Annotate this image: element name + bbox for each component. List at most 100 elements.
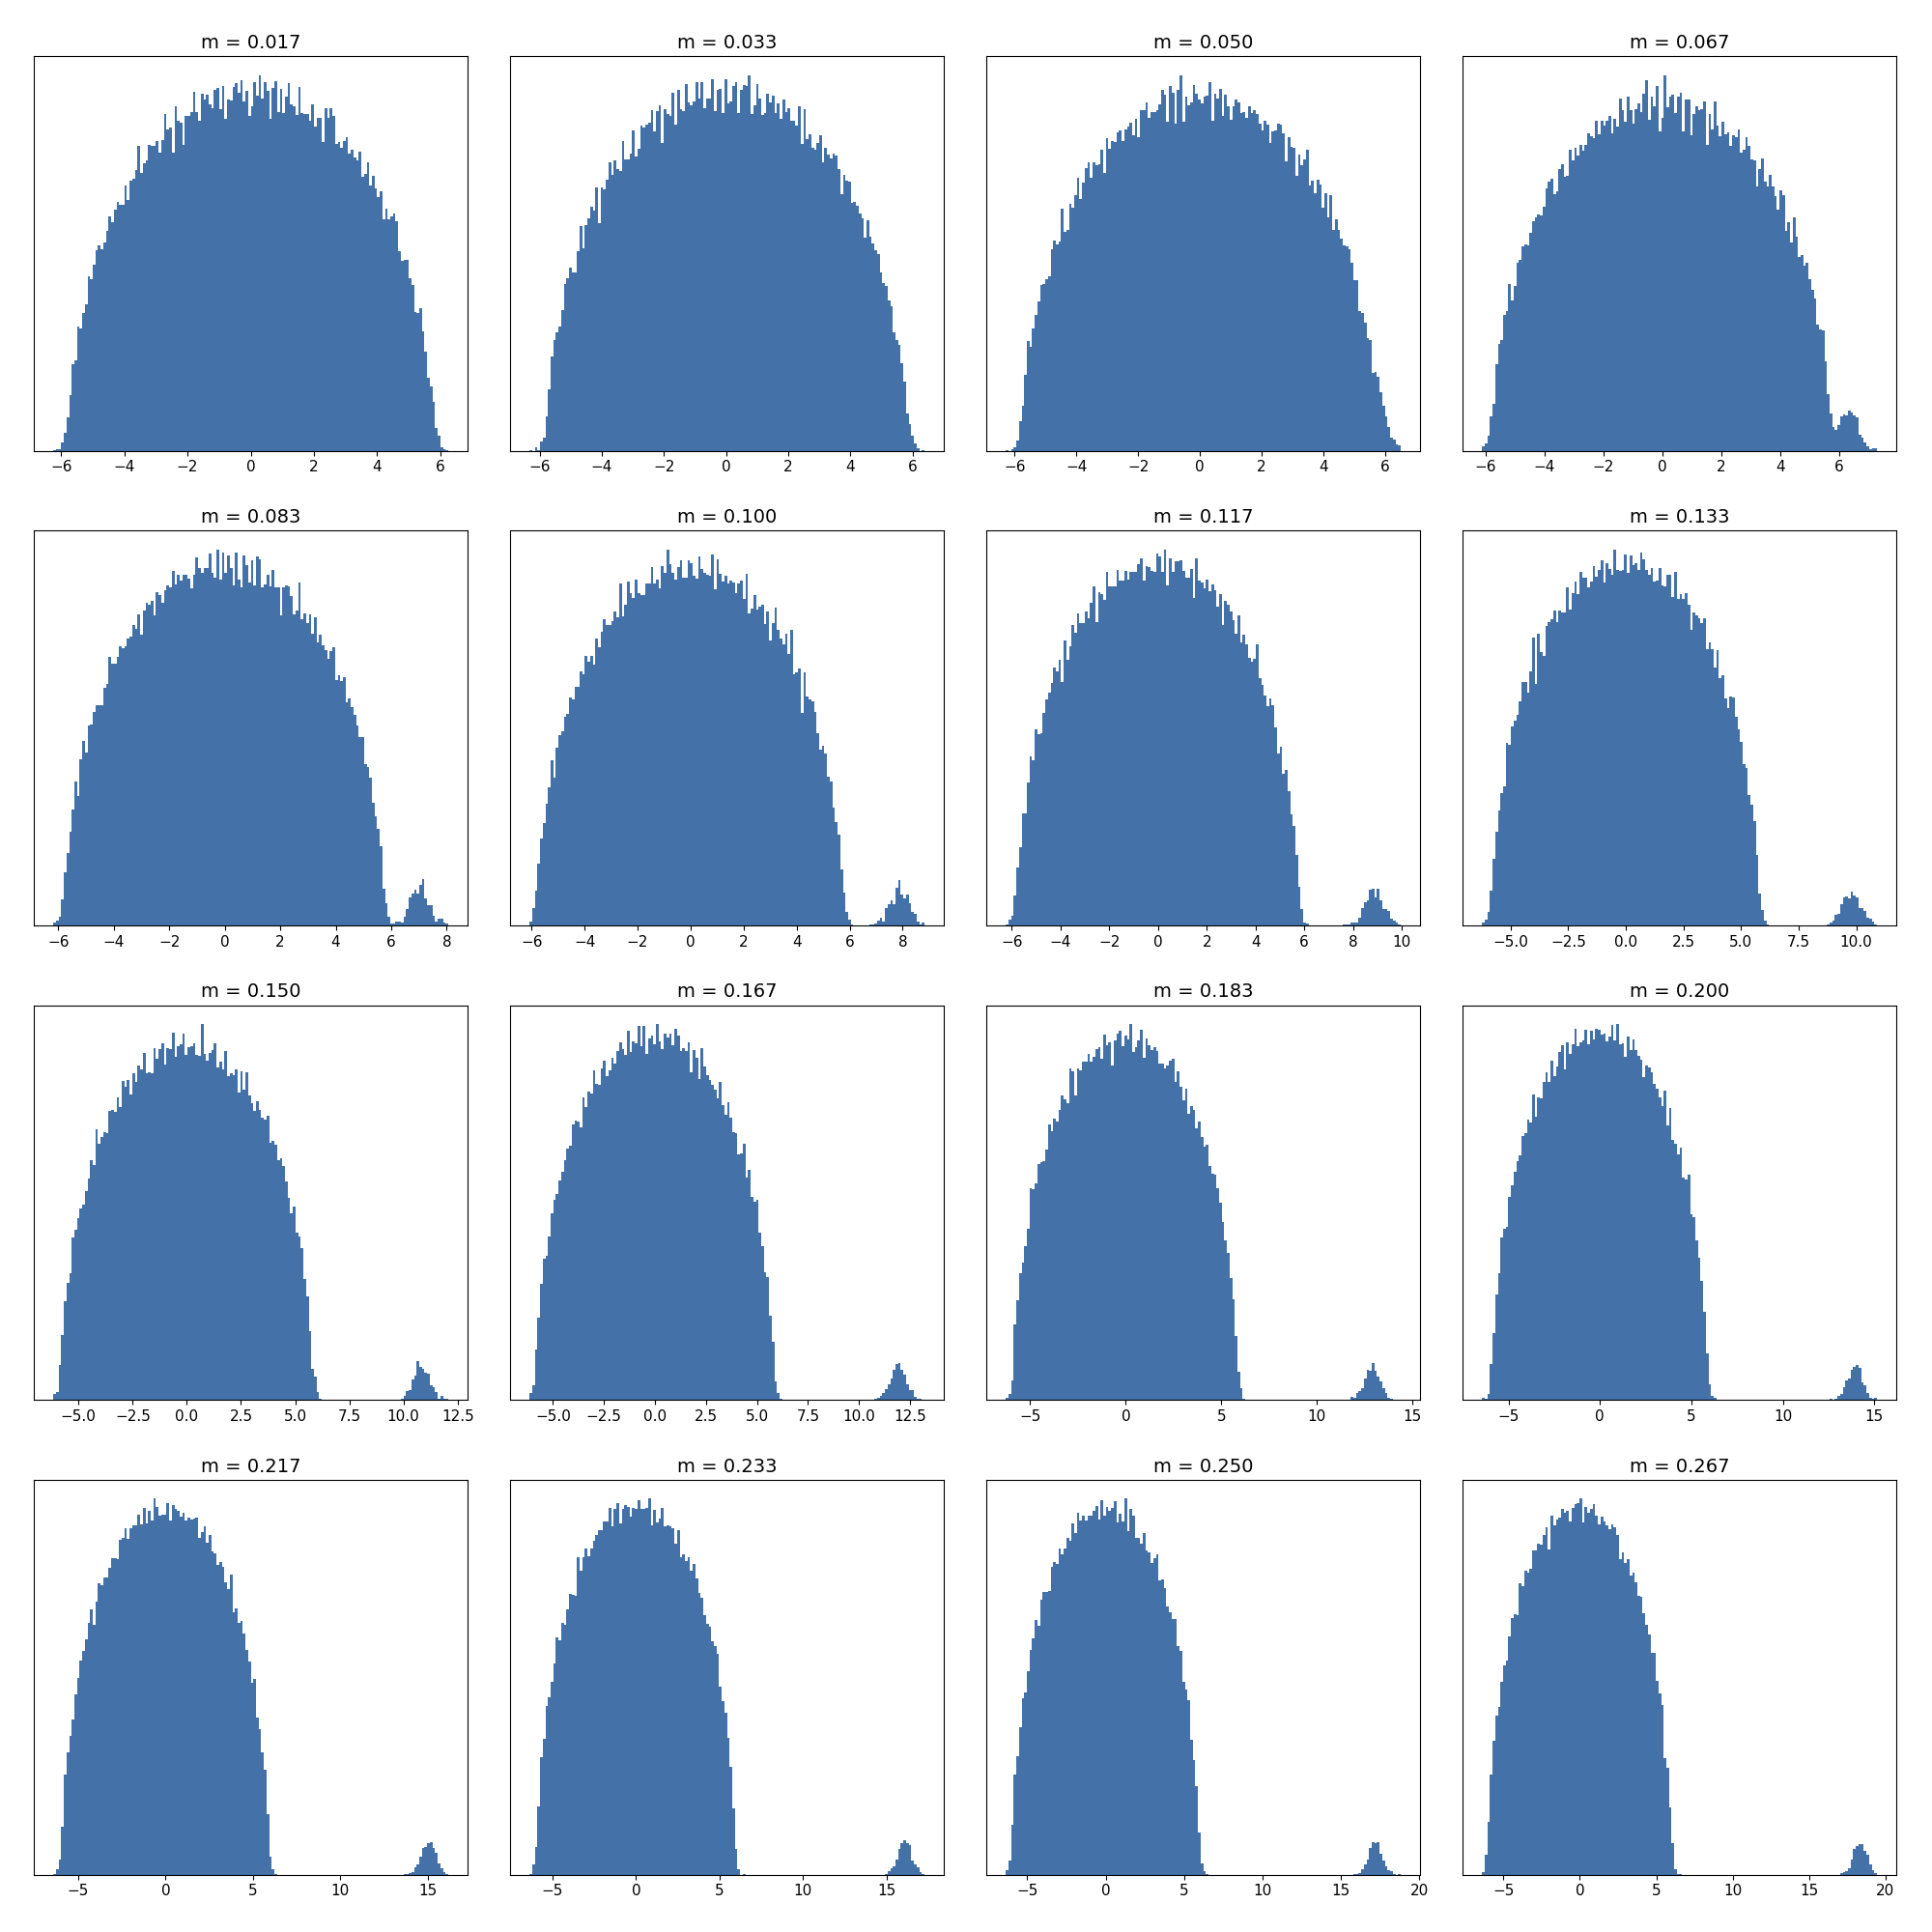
Bar <box>647 1039 651 1401</box>
Bar <box>1381 1389 1385 1401</box>
Title: m = 0.050: m = 0.050 <box>1153 33 1254 52</box>
Bar <box>784 112 788 450</box>
Bar <box>158 153 160 450</box>
Bar <box>1864 1385 1866 1401</box>
Bar <box>667 114 668 450</box>
Bar <box>599 647 601 925</box>
Bar <box>1240 114 1242 450</box>
Title: m = 0.117: m = 0.117 <box>1153 508 1254 527</box>
Bar <box>1378 1376 1379 1401</box>
Bar <box>1719 135 1721 450</box>
Bar <box>201 1532 203 1874</box>
Bar <box>1124 129 1126 450</box>
Bar <box>1511 726 1513 925</box>
Bar <box>811 147 813 450</box>
Bar <box>1872 922 1874 925</box>
Bar <box>1171 572 1175 925</box>
Bar <box>1090 1515 1094 1874</box>
Bar <box>178 1511 180 1874</box>
Bar <box>425 898 427 925</box>
Bar <box>632 1509 636 1874</box>
Bar <box>1493 860 1495 925</box>
Bar <box>589 1548 593 1874</box>
Bar <box>1153 112 1155 450</box>
Bar <box>1111 1507 1113 1874</box>
Bar <box>1735 137 1737 450</box>
Bar <box>1047 276 1051 450</box>
Bar <box>1138 564 1140 925</box>
Bar <box>1866 1855 1868 1874</box>
Bar <box>748 1169 752 1401</box>
Bar <box>1868 1397 1872 1401</box>
Bar <box>182 1034 185 1401</box>
Bar <box>193 93 195 450</box>
Bar <box>1122 1522 1124 1874</box>
Bar <box>141 172 143 450</box>
Bar <box>1625 1563 1627 1874</box>
Bar <box>114 1111 116 1401</box>
Bar <box>1634 1582 1638 1874</box>
Bar <box>435 922 439 925</box>
Bar <box>1026 342 1030 450</box>
Bar <box>267 574 269 925</box>
Bar <box>1577 593 1580 925</box>
Bar <box>1505 1227 1509 1401</box>
Bar <box>1391 918 1393 925</box>
Bar <box>643 1026 645 1401</box>
Bar <box>616 1051 618 1401</box>
Bar <box>1094 1511 1095 1874</box>
Bar <box>1723 133 1727 450</box>
Bar <box>116 1559 120 1874</box>
Bar <box>1269 143 1271 450</box>
Bar <box>580 1571 582 1874</box>
Bar <box>1714 100 1716 450</box>
Bar <box>251 1103 253 1401</box>
Bar <box>1563 178 1567 450</box>
Bar <box>593 1070 595 1401</box>
Bar <box>1275 726 1277 925</box>
Bar <box>585 1548 587 1874</box>
Bar <box>1604 126 1605 450</box>
Bar <box>1501 1238 1503 1401</box>
Bar <box>1163 1068 1167 1401</box>
Bar <box>645 1507 647 1874</box>
Bar <box>603 620 607 925</box>
Bar <box>305 1296 309 1401</box>
Bar <box>1151 570 1153 925</box>
Bar <box>566 278 570 450</box>
Bar <box>549 786 551 925</box>
Bar <box>1548 622 1551 925</box>
Bar <box>1184 1090 1188 1401</box>
Bar <box>85 753 87 925</box>
Bar <box>726 583 730 925</box>
Bar <box>180 122 182 450</box>
Bar <box>189 589 193 925</box>
Bar <box>908 423 912 450</box>
Bar <box>1264 122 1267 450</box>
Bar <box>131 1074 135 1401</box>
Bar <box>1177 91 1180 450</box>
Bar <box>829 782 833 925</box>
Bar <box>1822 330 1824 450</box>
Bar <box>1845 896 1849 925</box>
Bar <box>1190 1107 1192 1401</box>
Bar <box>1866 1393 1868 1401</box>
Bar <box>819 750 821 925</box>
Bar <box>1694 1240 1698 1401</box>
Bar <box>1126 126 1130 450</box>
Bar <box>375 815 377 925</box>
Bar <box>1291 813 1293 925</box>
Bar <box>912 1861 914 1874</box>
Bar <box>56 1393 58 1401</box>
Bar <box>1378 377 1379 450</box>
Bar <box>1613 1528 1617 1874</box>
Bar <box>755 611 759 925</box>
Bar <box>734 81 738 450</box>
Bar <box>433 402 435 450</box>
Bar <box>404 916 406 925</box>
Bar <box>412 893 413 925</box>
Bar <box>1857 1364 1859 1401</box>
Bar <box>228 1076 230 1401</box>
Bar <box>1526 1573 1530 1874</box>
Bar <box>1248 659 1250 925</box>
